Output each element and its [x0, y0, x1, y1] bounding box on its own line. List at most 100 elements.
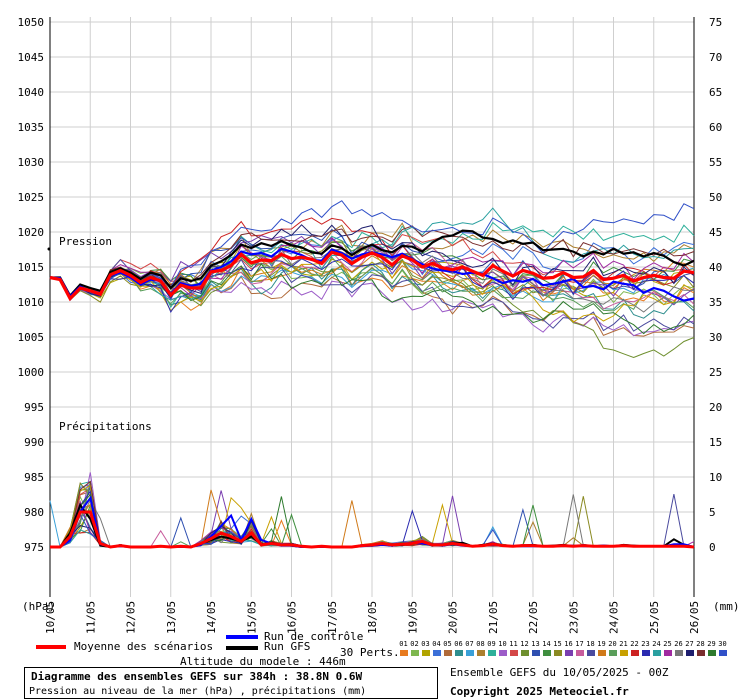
x-tick-label: 23/05: [567, 601, 580, 634]
perturbation-color-swatch: [565, 650, 573, 656]
perturbation-number: 20: [608, 640, 617, 648]
left-tick-label: 1010: [18, 296, 45, 309]
model-altitude: Altitude du modele : 446m: [180, 655, 346, 668]
mean-precip-line: [50, 510, 695, 549]
perturbation-color-swatch: [521, 650, 529, 656]
pressure-section-label: Pression: [59, 235, 112, 248]
perturbation-number: 23: [641, 640, 650, 648]
perturbation-color-swatch: [532, 650, 540, 656]
perturbation-color-swatch: [631, 650, 639, 656]
perturbation-number: 24: [652, 640, 661, 648]
perturbation-pressure-line: [49, 200, 695, 301]
x-axis-ticks: 10/05 11/05 12/05 13/05 14/05 15/05 16/05 17/05…: [44, 601, 701, 634]
perturbation-number: 07: [465, 640, 474, 648]
control-legend-swatch: [226, 635, 258, 639]
right-tick-label: 30: [709, 331, 722, 344]
x-tick-label: 11/05: [84, 601, 97, 634]
right-tick-label: 10: [709, 471, 722, 484]
perturbation-number: 08: [476, 640, 485, 648]
perturbation-number: 13: [531, 640, 540, 648]
left-tick-label: 995: [24, 401, 44, 414]
x-tick-label: 19/05: [406, 601, 419, 634]
main-series: [49, 229, 695, 549]
perturbation-color-swatch: [422, 650, 430, 656]
perturbation-color-swatch: [719, 650, 727, 656]
left-tick-label: 1030: [18, 156, 45, 169]
gfs-legend-label: Run GFS: [264, 640, 311, 653]
x-tick-label: 14/05: [205, 601, 218, 634]
perturbation-number: 21: [619, 640, 628, 648]
x-tick-label: 18/05: [366, 601, 379, 634]
pressure-marker: [47, 247, 51, 251]
perturbation-color-swatch: [543, 650, 551, 656]
left-tick-label: 1025: [18, 191, 45, 204]
right-tick-label: 45: [709, 226, 722, 239]
right-tick-label: 60: [709, 121, 722, 134]
perturbation-color-swatch: [576, 650, 584, 656]
right-axis-unit: (mm): [713, 600, 740, 613]
run-info: Ensemble GEFS du 10/05/2025 - 00Z: [450, 666, 669, 679]
perturbation-color-swatch: [587, 650, 595, 656]
perturbation-color-swatch: [510, 650, 518, 656]
perturbation-number: 18: [586, 640, 595, 648]
perturbations-legend-label: 30 Perts.: [340, 646, 400, 659]
x-tick-label: 12/05: [125, 601, 138, 634]
perturbation-number: 06: [454, 640, 463, 648]
left-tick-label: 975: [24, 541, 44, 554]
perturbation-color-swatch: [664, 650, 672, 656]
gfs-pressure-line: [50, 229, 695, 298]
perturbation-number: 28: [696, 640, 705, 648]
perturbation-number: 17: [575, 640, 584, 648]
perturbation-pressure-line: [49, 224, 695, 299]
perturbation-number: 12: [520, 640, 529, 648]
perturbation-number: 02: [410, 640, 419, 648]
perturbation-color-swatch: [499, 650, 507, 656]
perturbation-color-swatch: [686, 650, 694, 656]
perturbation-pressure-line: [49, 255, 695, 302]
x-tick-label: 20/05: [447, 601, 460, 634]
perturbation-number: 25: [663, 640, 672, 648]
perturbation-number: 10: [498, 640, 507, 648]
x-tick-label: 15/05: [245, 601, 258, 634]
precip-section-label: Précipitations: [59, 420, 152, 433]
right-tick-label: 25: [709, 366, 722, 379]
perturbation-number: 19: [597, 640, 606, 648]
left-tick-label: 1050: [18, 16, 45, 29]
perturbation-number: 09: [487, 640, 496, 648]
perturbation-pressure-line: [49, 248, 695, 323]
chart-subtitle: Pression au niveau de la mer (hPa) , pré…: [29, 686, 367, 697]
right-tick-label: 20: [709, 401, 722, 414]
chart-axes: [49, 17, 695, 597]
perturbation-number: 16: [564, 640, 573, 648]
perturbation-color-swatch: [620, 650, 628, 656]
right-tick-label: 15: [709, 436, 722, 449]
perturbation-number: 01: [399, 640, 408, 648]
x-tick-label: 13/05: [165, 601, 178, 634]
right-tick-label: 40: [709, 261, 722, 274]
perturbation-color-swatch: [642, 650, 650, 656]
perturbation-pressure-line: [49, 228, 695, 301]
perturbation-color-swatch: [697, 650, 705, 656]
perturbation-color-swatch: [675, 650, 683, 656]
right-tick-label: 55: [709, 156, 722, 169]
x-tick-label: 25/05: [648, 601, 661, 634]
left-tick-label: 1045: [18, 51, 45, 64]
x-tick-label: 21/05: [487, 601, 500, 634]
x-tick-label: 22/05: [527, 601, 540, 634]
right-tick-label: 75: [709, 16, 722, 29]
right-tick-label: 35: [709, 296, 722, 309]
x-tick-label: 24/05: [608, 601, 621, 634]
x-tick-label: 10/05: [44, 601, 57, 634]
perturbation-color-swatch: [598, 650, 606, 656]
chart-title-box: Diagramme des ensembles GEFS sur 384h : …: [24, 667, 438, 699]
mean-pressure-line: [49, 250, 695, 302]
perturbation-color-swatch: [433, 650, 441, 656]
left-tick-label: 990: [24, 436, 44, 449]
left-tick-label: 985: [24, 471, 44, 484]
perturbation-pressure-line: [49, 254, 695, 314]
perturbation-pressure-line: [49, 258, 695, 332]
gfs-legend-swatch: [226, 646, 258, 650]
perturbation-number: 11: [509, 640, 518, 648]
x-tick-label: 26/05: [688, 601, 701, 634]
chart-grid: [49, 17, 695, 597]
